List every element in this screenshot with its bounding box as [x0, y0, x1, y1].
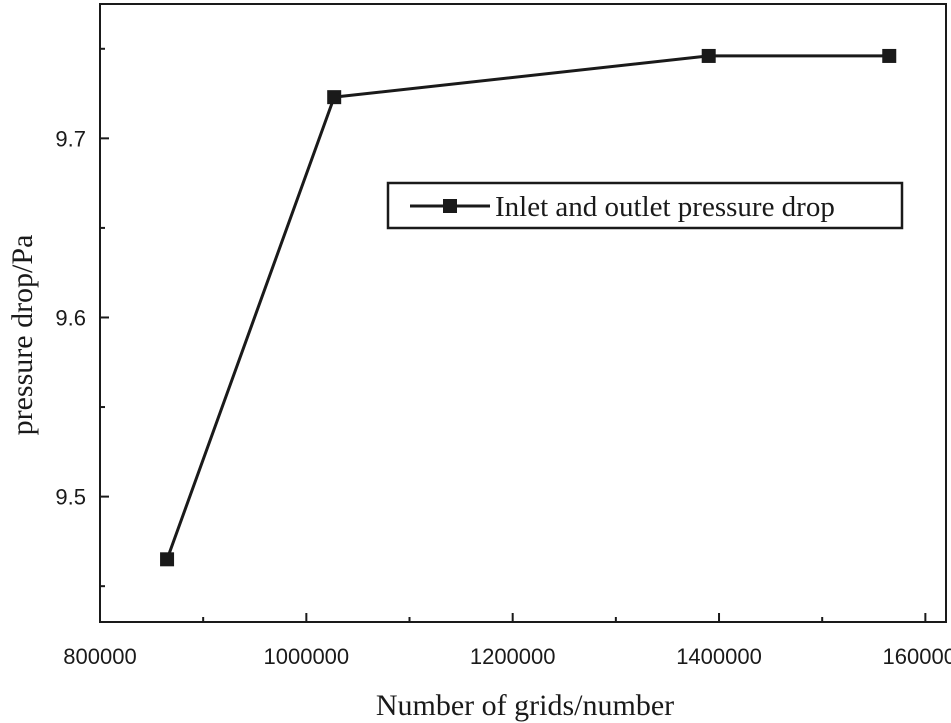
series-line [165, 54, 890, 560]
plot-border [99, 3, 947, 623]
plot-frame [99, 3, 947, 623]
data-point [882, 48, 897, 63]
legend-marker-swatch [443, 199, 457, 213]
data-point [327, 90, 342, 105]
x-axis-title: Number of grids/number [376, 689, 674, 722]
data-point [701, 48, 716, 63]
legend-label: Inlet and outlet pressure drop [495, 191, 835, 223]
y-tick-label: 9.6 [55, 305, 86, 330]
y-axis: 9.5 9.6 9.7 [55, 47, 109, 588]
y-tick-label: 9.7 [55, 126, 86, 151]
y-tick-label: 9.5 [55, 485, 86, 510]
x-axis: 800000 1000000 1200000 1400000 1600000 [63, 613, 951, 669]
x-tick-label: 1200000 [470, 644, 556, 669]
x-tick-label: 800000 [63, 644, 136, 669]
y-axis-title: pressure drop/Pa [6, 235, 39, 436]
x-tick-label: 1400000 [676, 644, 762, 669]
series-layer [160, 48, 897, 567]
data-point [160, 552, 175, 567]
x-tick-label: 1000000 [264, 644, 350, 669]
legend: Inlet and outlet pressure drop [386, 181, 904, 230]
x-tick-label: 1600000 [883, 644, 951, 669]
